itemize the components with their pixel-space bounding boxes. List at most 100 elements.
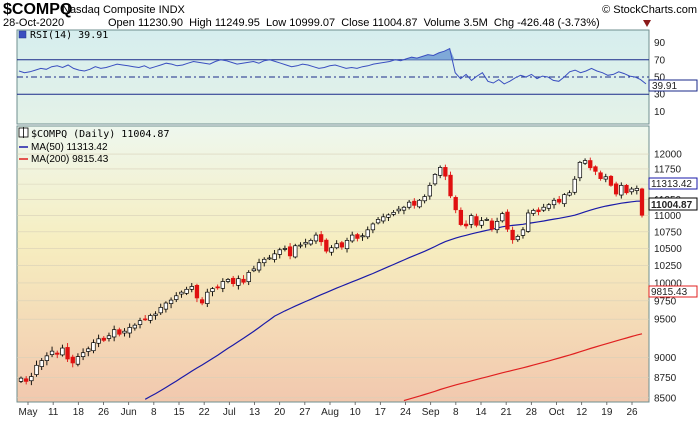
candle xyxy=(453,195,458,214)
candle xyxy=(624,184,629,195)
candle xyxy=(567,190,572,197)
price-tick-label: 10250 xyxy=(654,261,682,272)
candle xyxy=(334,240,339,250)
rsi-value-label: 39.91 xyxy=(652,81,677,92)
candle xyxy=(60,344,65,357)
candle xyxy=(386,213,391,222)
candle xyxy=(531,208,536,216)
rsi-reference-lines xyxy=(17,59,649,95)
price-tick-label: 10000 xyxy=(654,278,682,289)
candle xyxy=(572,176,577,195)
candle xyxy=(163,301,169,313)
rsi-value-box xyxy=(648,79,698,92)
candle xyxy=(365,226,370,240)
candle xyxy=(210,287,215,297)
candle xyxy=(562,193,567,207)
candle xyxy=(350,231,355,243)
candle xyxy=(613,181,619,197)
candle xyxy=(298,242,303,249)
candle xyxy=(319,231,324,246)
ma200-value-box xyxy=(648,285,698,298)
candle xyxy=(406,199,412,210)
symbol: $COMPQ xyxy=(3,1,72,18)
down-arrow-icon xyxy=(643,20,651,27)
x-tick-label: 27 xyxy=(299,407,311,418)
candle xyxy=(236,275,241,290)
x-tick-label: Jul xyxy=(223,407,236,418)
candle xyxy=(541,203,546,212)
source-credit: © StockCharts.com xyxy=(602,4,697,16)
x-tick-label: 14 xyxy=(475,407,487,418)
candle xyxy=(355,232,360,242)
candle xyxy=(86,346,91,357)
x-tick-label: 8 xyxy=(151,407,157,418)
candle xyxy=(39,358,44,371)
x-tick-label: 19 xyxy=(601,407,613,418)
ma200-legend-label: MA(200) 9815.43 xyxy=(31,154,109,165)
x-tick-label: Jun xyxy=(121,407,137,418)
candle xyxy=(251,265,257,273)
candle xyxy=(520,227,526,239)
candle xyxy=(634,185,639,195)
price-tick-label: 11750 xyxy=(654,164,682,175)
ma50-value-label: 11313.42 xyxy=(651,179,692,190)
candle xyxy=(381,213,386,224)
candle xyxy=(215,284,220,290)
candle xyxy=(225,277,231,284)
candle xyxy=(91,339,96,354)
candle xyxy=(246,270,251,286)
date-x-axis: May 11 18 26 Jun 8 15 22 Jul 13 20 27 Aug 10 17 24 Sep 8 1… xyxy=(19,402,638,418)
candle xyxy=(458,207,464,227)
candle xyxy=(49,346,55,358)
price-tick-label: 10500 xyxy=(654,244,682,255)
candle xyxy=(370,222,376,234)
candle xyxy=(629,186,634,195)
candle xyxy=(360,233,365,241)
candle xyxy=(168,297,174,309)
x-tick-label: 26 xyxy=(626,407,638,418)
candle xyxy=(505,209,510,232)
rsi-tick-label: 90 xyxy=(654,38,666,49)
candle xyxy=(44,352,50,366)
candle xyxy=(189,282,194,293)
rsi-tick-label: 30 xyxy=(654,90,666,101)
candle xyxy=(153,311,158,320)
candle xyxy=(282,245,288,252)
candle xyxy=(34,360,39,377)
candle xyxy=(117,327,122,337)
candle xyxy=(422,194,427,204)
candle xyxy=(194,283,200,303)
candle xyxy=(412,198,417,209)
candle xyxy=(132,323,138,331)
rsi-tick-label: 10 xyxy=(654,107,666,118)
close-value-box xyxy=(648,197,698,211)
price-legend: $COMPQ (Daily) 11004.87 MA(50) 11313.42 … xyxy=(18,127,169,165)
candle xyxy=(174,292,179,303)
candle xyxy=(262,257,267,267)
candle xyxy=(557,196,562,205)
x-tick-label: Oct xyxy=(549,407,565,418)
candle xyxy=(639,187,645,218)
x-tick-label: 12 xyxy=(576,407,588,418)
candle xyxy=(75,353,81,367)
x-tick-label: 17 xyxy=(375,407,387,418)
candle xyxy=(494,217,500,234)
price-tick-label: 8500 xyxy=(654,393,677,404)
price-tick-label: 12000 xyxy=(654,150,682,161)
x-tick-label: 21 xyxy=(501,407,513,418)
candle xyxy=(70,354,75,368)
candle xyxy=(158,303,163,315)
candle xyxy=(536,207,541,216)
candle xyxy=(500,211,505,223)
candle xyxy=(24,376,29,385)
candle xyxy=(329,245,334,256)
candle xyxy=(598,170,603,181)
candle xyxy=(375,217,381,225)
rsi-line xyxy=(18,47,647,85)
rsi-tick-label: 50 xyxy=(654,73,666,84)
x-tick-label: 8 xyxy=(453,407,459,418)
candle xyxy=(122,328,127,337)
candle xyxy=(287,243,293,260)
candle xyxy=(391,210,396,217)
candle xyxy=(267,254,272,260)
